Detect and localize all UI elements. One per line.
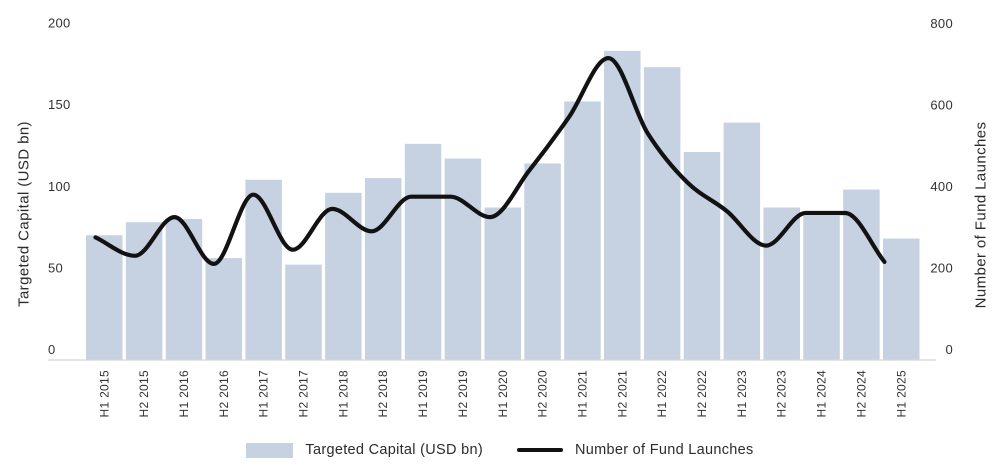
bar-h1-2020: [484, 207, 521, 360]
left-tick-label: 150: [48, 97, 71, 112]
x-tick-label: H1 2016: [177, 370, 191, 417]
right-tick-label: 800: [930, 16, 953, 31]
bar-h2-2016: [205, 258, 243, 360]
legend-item-targeted-capital[interactable]: Targeted Capital (USD bn): [246, 442, 483, 458]
bar-h1-2018: [325, 192, 362, 360]
x-tick-label: H1 2020: [496, 370, 510, 417]
right-tick-label: 200: [930, 261, 953, 276]
right-tick-label: 0: [945, 342, 953, 357]
left-tick-label: 0: [48, 342, 56, 357]
x-tick-label: H2 2024: [854, 370, 868, 417]
bar-h1-2015: [86, 235, 123, 360]
right-axis-ticks: 0 200 400 600 800: [930, 16, 953, 357]
bar-h2-2019: [444, 158, 482, 360]
x-tick-label: H1 2017: [257, 370, 271, 417]
x-tick-label: H1 2019: [416, 370, 430, 417]
bar-h1-2021: [564, 101, 601, 360]
bar-h1-2016: [165, 218, 203, 360]
bar-h2-2023: [763, 207, 800, 360]
x-tick-label: H1 2018: [336, 370, 350, 417]
x-tick-label: H2 2023: [775, 370, 789, 417]
bar-h1-2019: [404, 143, 442, 360]
left-tick-label: 50: [48, 260, 63, 275]
bar-series: [86, 50, 920, 361]
x-tick-label: H2 2020: [536, 370, 550, 417]
bar-h2-2024: [843, 189, 880, 360]
x-tick-label: H1 2015: [97, 370, 111, 417]
legend-item-fund-launches[interactable]: Number of Fund Launches: [516, 442, 754, 458]
bar-swatch-icon: [246, 442, 294, 458]
bar-h1-2022: [643, 67, 681, 360]
bar-h1-2024: [803, 215, 840, 360]
x-axis-labels: H1 2015 H2 2015 H1 2016 H2 2016 H1 2017 H2 20…: [97, 370, 908, 417]
right-axis-title: Number of Fund Launches: [972, 121, 990, 309]
x-tick-label: H1 2022: [655, 370, 669, 417]
left-axis-title: Targeted Capital (USD bn): [15, 121, 33, 307]
x-tick-label: H1 2023: [735, 370, 749, 417]
legend-label-bar: Targeted Capital (USD bn): [305, 442, 483, 458]
right-tick-label: 600: [930, 98, 953, 113]
line-swatch-icon: [516, 448, 563, 452]
legend: Targeted Capital (USD bn) Number of Fund…: [0, 436, 1000, 464]
left-tick-label: 200: [48, 16, 71, 31]
x-tick-label: H1 2025: [894, 370, 908, 417]
x-tick-label: H2 2017: [297, 370, 311, 417]
x-tick-label: H2 2018: [376, 370, 390, 417]
x-tick-label: H2 2016: [217, 370, 231, 417]
bar-h1-2017: [245, 179, 282, 360]
left-tick-label: 100: [48, 179, 71, 194]
x-tick-label: H2 2019: [456, 370, 470, 417]
x-tick-label: H1 2021: [576, 370, 590, 417]
fund-launches-line: [93, 56, 887, 266]
bar-h2-2020: [524, 163, 561, 360]
bar-h2-2015: [125, 222, 163, 360]
right-tick-label: 400: [930, 179, 953, 194]
x-tick-label: H2 2022: [695, 370, 709, 417]
x-tick-label: H1 2024: [815, 370, 829, 417]
x-tick-label: H2 2015: [137, 370, 151, 417]
bar-h1-2025: [883, 238, 920, 360]
legend-label-line: Number of Fund Launches: [574, 442, 754, 458]
bar-h2-2021: [604, 50, 641, 361]
left-axis-ticks: 0 50 100 150 200: [48, 16, 71, 357]
bar-h2-2017: [285, 264, 322, 360]
x-tick-label: H2 2021: [615, 370, 629, 417]
